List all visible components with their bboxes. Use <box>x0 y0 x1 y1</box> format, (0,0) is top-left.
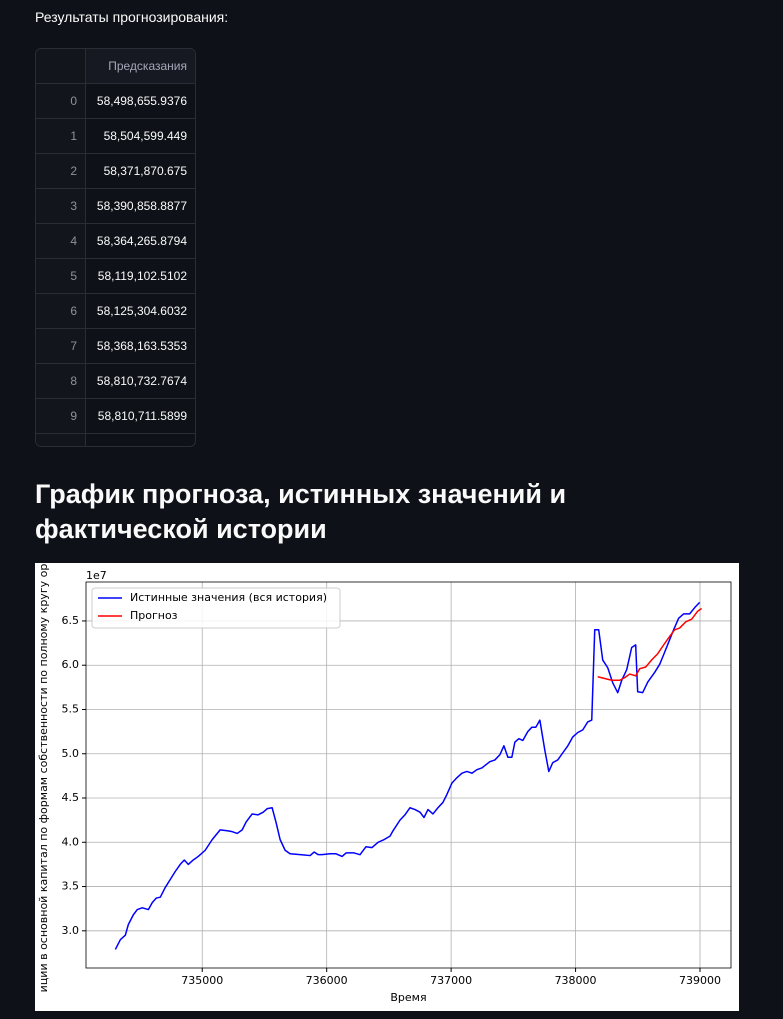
table-cell <box>85 433 195 446</box>
y-tick-label: 4.5 <box>62 791 80 804</box>
row-index: 6 <box>36 293 87 329</box>
x-tick-label: 738000 <box>555 974 597 987</box>
index-header <box>36 49 87 84</box>
x-axis-label: Время <box>390 991 426 1004</box>
table-cell: 58,810,711.5899 <box>85 398 195 434</box>
y-tick-label: 6.5 <box>62 614 80 627</box>
x-tick-label: 739000 <box>679 974 721 987</box>
y-tick-label: 6.0 <box>62 658 80 671</box>
column-header: Предсказания <box>85 49 195 84</box>
legend-label: Прогноз <box>130 609 178 622</box>
row-index: 1 <box>36 118 87 154</box>
chart: 735000 736000 737000 738000 739000 3.0 3.5 4.0 4… <box>35 563 739 1011</box>
x-tick-label: 736000 <box>306 974 348 987</box>
legend: Истинные значения (вся история) Прогноз <box>91 587 341 629</box>
table-row: 5 58,119,102.5102 <box>36 258 195 294</box>
y-tick-label: 5.5 <box>62 702 80 715</box>
series-line <box>597 607 703 682</box>
table-row: 6 58,125,304.6032 <box>36 293 195 329</box>
table-row: 0 58,498,655.9376 <box>36 83 195 119</box>
table-row: 3 58,390,858.8877 <box>36 188 195 224</box>
table-row: 7 58,368,163.5353 <box>36 328 195 364</box>
table-row: 2 58,371,870.675 <box>36 153 195 189</box>
legend-box <box>91 587 341 629</box>
table-row <box>36 433 195 446</box>
table-cell: 58,390,858.8877 <box>85 188 195 224</box>
x-tick-label: 735000 <box>181 974 223 987</box>
y-tick-label: 3.0 <box>62 924 80 937</box>
y-tick-label: 3.5 <box>62 880 80 893</box>
row-index: 5 <box>36 258 87 294</box>
section-title: График прогноза, истинных значений и фак… <box>35 479 567 544</box>
row-index: 9 <box>36 398 87 434</box>
legend-label: Истинные значения (вся история) <box>130 591 327 604</box>
row-index <box>36 433 87 446</box>
table-grid: Предсказания 0 58,498,655.9376 1 58,504,599.… <box>36 49 195 446</box>
table-header: Предсказания <box>36 49 195 84</box>
table-row: 1 58,504,599.449 <box>36 118 195 154</box>
plot-frame <box>85 581 732 969</box>
table-cell: 58,364,265.8794 <box>85 223 195 259</box>
results-caption: Результаты прогнозирования: <box>35 9 229 25</box>
table-cell: 58,119,102.5102 <box>85 258 195 294</box>
row-index: 8 <box>36 363 87 399</box>
row-index: 0 <box>36 83 87 119</box>
row-index: 2 <box>36 153 87 189</box>
table-cell: 58,498,655.9376 <box>85 83 195 119</box>
y-axis-label: иции в основной капитал по формам собств… <box>37 564 50 993</box>
series-line <box>114 601 701 950</box>
row-index: 7 <box>36 328 87 364</box>
table-row: 4 58,364,265.8794 <box>36 223 195 259</box>
y-tick-label: 5.0 <box>62 747 80 760</box>
plot-area <box>114 601 703 950</box>
data-table[interactable]: Предсказания 0 58,498,655.9376 1 58,504,599.… <box>35 48 196 447</box>
table-cell: 58,504,599.449 <box>85 118 195 154</box>
y-tick-label: 4.0 <box>62 835 80 848</box>
table-cell: 58,810,732.7674 <box>85 363 195 399</box>
table-cell: 58,125,304.6032 <box>85 293 195 329</box>
table-row: 8 58,810,732.7674 <box>36 363 195 399</box>
axis-offset: 1e7 <box>86 569 107 582</box>
row-index: 4 <box>36 223 87 259</box>
table-cell: 58,368,163.5353 <box>85 328 195 364</box>
table-cell: 58,371,870.675 <box>85 153 195 189</box>
x-tick-label: 737000 <box>430 974 472 987</box>
table-row: 9 58,810,711.5899 <box>36 398 195 434</box>
row-index: 3 <box>36 188 87 224</box>
